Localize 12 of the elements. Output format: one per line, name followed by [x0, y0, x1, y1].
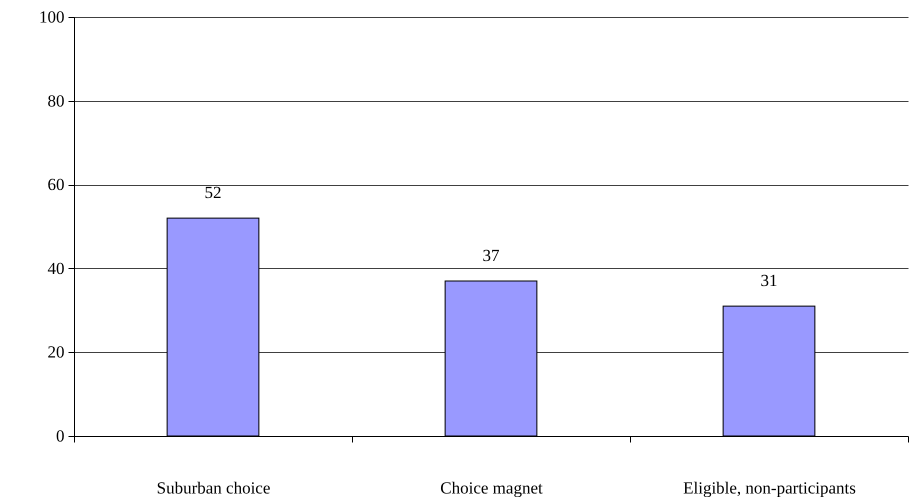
y-tick-label: 60: [48, 175, 64, 194]
x-tick-label: Choice magnet: [440, 478, 543, 497]
y-tick-label: 20: [48, 342, 64, 362]
y-tick-label: 80: [48, 91, 64, 110]
y-tick-label: 0: [56, 426, 64, 446]
data-label: 37: [482, 246, 500, 265]
data-label: 52: [204, 183, 222, 202]
x-tick-label: Eligible, non-participants: [683, 478, 856, 497]
y-tick-label: 100: [39, 8, 64, 26]
x-tick-label: Suburban choice: [156, 478, 270, 497]
y-tick-label: 40: [48, 258, 64, 278]
data-label: 31: [760, 271, 778, 290]
